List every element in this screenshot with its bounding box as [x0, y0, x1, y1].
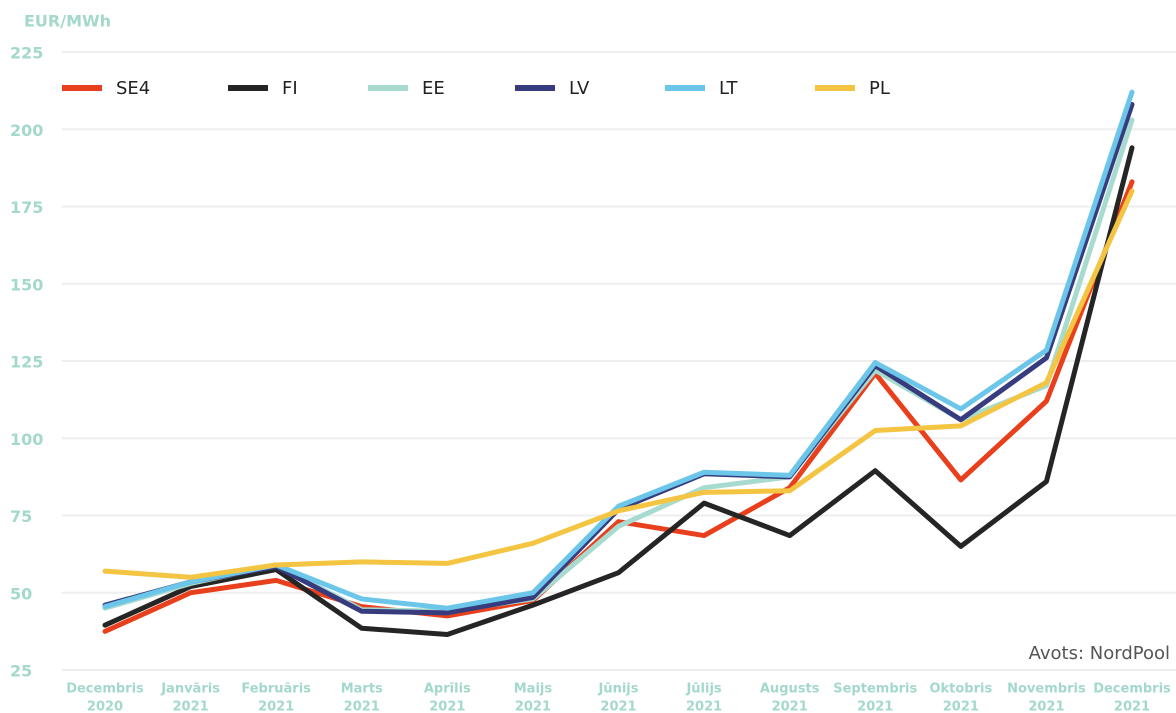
y-tick-label: 225 [10, 44, 43, 63]
y-tick-label: 175 [10, 198, 43, 217]
y-tick-label: 125 [10, 353, 43, 372]
x-tick-label: Septembris [833, 682, 917, 697]
legend-label: SE4 [116, 78, 150, 99]
x-tick-label: 2021 [258, 700, 294, 713]
series-line [102, 145, 1135, 637]
x-tick-label: Jūnijs [598, 682, 639, 697]
series-line [102, 117, 1135, 614]
x-tick-label: 2021 [1114, 700, 1150, 713]
x-tick-label: Februāris [241, 682, 311, 697]
source: Avots: NordPool [1029, 643, 1170, 664]
x-tick-label: 2021 [600, 700, 636, 713]
legend-label: EE [422, 78, 445, 99]
x-tick-label: Oktobris [929, 682, 992, 697]
series-line [102, 188, 1135, 580]
legend-label: LT [719, 78, 739, 99]
x-tick-label: 2021 [515, 700, 551, 713]
x-tick-label: Jūlijs [685, 682, 721, 697]
x-tick-label: Augusts [760, 682, 820, 697]
y-tick-label: 200 [10, 121, 43, 140]
x-tick-label: 2021 [943, 700, 979, 713]
x-tick-label: Janvāris [160, 682, 220, 697]
y-axis-label: EUR/MWh [24, 12, 111, 31]
y-tick-label: 75 [10, 507, 32, 526]
x-tick-label: 2021 [772, 700, 808, 713]
x-tick-label: 2021 [686, 700, 722, 713]
y-tick-label: 50 [10, 584, 32, 603]
x-tick-label: Novembris [1007, 682, 1086, 697]
x-tick-label: Maijs [514, 682, 553, 697]
x-tick-label: Decembris [66, 682, 144, 697]
x-tick-label: Aprīlis [424, 682, 471, 697]
x-tick-label: Decembris [1093, 682, 1171, 697]
series-line [102, 102, 1135, 616]
y-tick-label: 150 [10, 275, 43, 294]
legend-label: PL [869, 78, 890, 99]
x-tick-label: 2020 [87, 700, 123, 713]
x-tick-label: 2021 [1028, 700, 1064, 713]
y-tick-label: 25 [10, 662, 32, 681]
x-tick-label: Marts [341, 682, 383, 697]
legend-label: LV [569, 78, 590, 99]
series-line [102, 179, 1135, 634]
x-tick-label: 2021 [857, 700, 893, 713]
x-tick-label: 2021 [429, 700, 465, 713]
legend-label: FI [282, 78, 298, 99]
x-tick-label: 2021 [344, 700, 380, 713]
x-tick-label: 2021 [172, 700, 208, 713]
y-tick-label: 100 [10, 430, 43, 449]
